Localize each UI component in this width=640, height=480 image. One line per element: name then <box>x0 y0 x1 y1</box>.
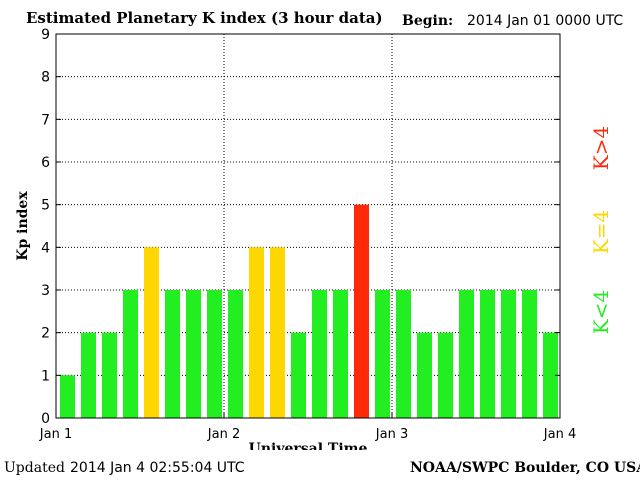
kp-bar <box>312 290 327 418</box>
source-credit: NOAA/SWPC Boulder, CO USA <box>410 460 640 476</box>
updated-label: Updated <box>4 460 65 476</box>
kp-bar <box>144 247 159 418</box>
kp-bar <box>459 290 474 418</box>
kp-bar <box>333 290 348 418</box>
kp-bar <box>228 290 243 418</box>
legend-item-label: K=4 <box>589 210 613 254</box>
y-tick-label: 7 <box>41 112 50 128</box>
y-tick-label: 8 <box>41 70 50 86</box>
kp-bar <box>501 290 516 418</box>
x-axis-label: Universal Time <box>249 441 368 450</box>
x-tick-label: Jan 4 <box>543 427 576 442</box>
kp-bar <box>438 332 453 418</box>
y-tick-label: 0 <box>41 411 50 427</box>
kp-bar <box>81 332 96 418</box>
legend-item-label: K<4 <box>589 290 613 334</box>
y-tick-label: 4 <box>41 240 50 256</box>
y-axis-label: Kp index <box>15 191 31 261</box>
y-tick-label: 6 <box>41 155 50 171</box>
x-tick-label: Jan 3 <box>375 427 408 442</box>
kp-bar <box>186 290 201 418</box>
kp-bar <box>165 290 180 418</box>
kp-bar <box>480 290 495 418</box>
x-tick-label: Jan 2 <box>207 427 240 442</box>
begin-label: Begin: <box>402 13 454 29</box>
kp-bar <box>522 290 537 418</box>
kp-bar <box>396 290 411 418</box>
updated-value: 2014 Jan 4 02:55:04 UTC <box>70 460 245 476</box>
kp-bar <box>375 290 390 418</box>
kp-bar <box>291 332 306 418</box>
chart-bars <box>60 204 558 418</box>
x-tick-label: Jan 1 <box>39 427 72 442</box>
chart-grid <box>56 34 560 418</box>
chart-title: Estimated Planetary K index (3 hour data… <box>26 9 383 27</box>
kp-bar <box>249 247 264 418</box>
y-tick-label: 2 <box>41 326 50 342</box>
legend-item-label: K>4 <box>589 126 613 170</box>
y-tick-label: 5 <box>41 198 50 214</box>
kp-bar <box>417 332 432 418</box>
y-tick-label: 3 <box>41 283 50 299</box>
kp-bar <box>207 290 222 418</box>
kp-bar <box>60 375 75 418</box>
kp-bar <box>270 247 285 418</box>
kp-bar <box>123 290 138 418</box>
y-tick-label: 1 <box>41 368 50 384</box>
plot-frame <box>55 33 561 419</box>
kp-bar <box>354 204 369 418</box>
kp-bar <box>543 332 558 418</box>
chart-legend: K<4 K=4 K>4 <box>589 126 613 334</box>
chart-ticks: 0 1 2 3 4 5 6 7 8 9 Jan 1 Jan 2 Jan 3 Jan 4 <box>39 27 576 442</box>
kp-bar <box>102 332 117 418</box>
y-tick-label: 9 <box>41 27 50 43</box>
begin-value: 2014 Jan 01 0000 UTC <box>467 13 624 29</box>
